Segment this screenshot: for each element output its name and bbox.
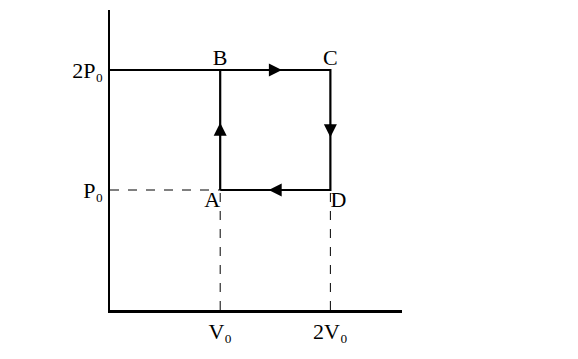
svg-text:P₀: P₀ [83,178,103,203]
svg-text:D: D [330,187,346,212]
svg-text:2V₀: 2V₀ [313,319,348,344]
svg-text:V₀: V₀ [208,319,232,344]
svg-text:2P₀: 2P₀ [72,58,103,83]
svg-text:C: C [323,45,338,70]
svg-text:B: B [213,45,228,70]
svg-text:A: A [204,187,220,212]
